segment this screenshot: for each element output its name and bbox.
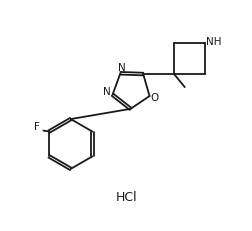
Text: O: O <box>150 93 158 103</box>
Text: NH: NH <box>205 37 221 47</box>
Text: N: N <box>117 63 125 73</box>
Text: HCl: HCl <box>115 191 137 204</box>
Text: F: F <box>34 122 40 133</box>
Text: N: N <box>103 87 111 97</box>
